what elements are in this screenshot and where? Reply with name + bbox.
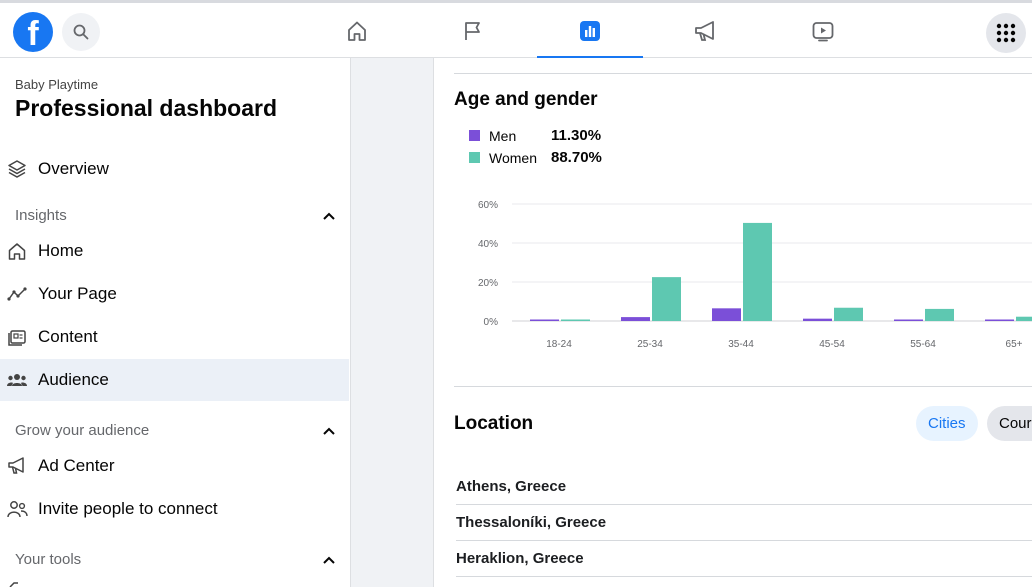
section-header-label: Your tools <box>15 551 82 568</box>
audience-card: Age and gender Men 11.30% Women 88.70% 6… <box>433 58 1032 587</box>
sidebar-item-label: Invite people to connect <box>38 499 218 518</box>
legend-women: Women 88.70% <box>469 149 602 166</box>
sidebar-item-your-page[interactable]: Your Page <box>0 273 349 315</box>
x-tick-label: 55-64 <box>910 339 936 350</box>
bar-women-35-44[interactable] <box>743 222 772 321</box>
chevron-up-icon <box>323 212 335 220</box>
age-gender-title: Age and gender <box>454 89 598 110</box>
nav-tab-ads[interactable] <box>653 3 759 58</box>
x-tick-label: 25-34 <box>637 339 663 350</box>
flag-icon <box>465 21 480 40</box>
top-divider <box>454 73 1032 74</box>
section-header-label: Grow your audience <box>15 422 150 439</box>
grow-section-header[interactable]: Grow your audience <box>15 422 335 439</box>
section-header-label: Insights <box>15 207 67 224</box>
bar-men-35-44[interactable] <box>712 308 741 321</box>
nav-tab-dashboard[interactable] <box>537 3 643 59</box>
legend-men-value: 11.30% <box>551 127 602 144</box>
countries-tab[interactable]: Cour <box>987 406 1032 441</box>
legend-men-label: Men <box>489 127 517 144</box>
legend-men: Men 11.30% <box>469 127 601 144</box>
sidebar-item-label: Ad Center <box>38 456 115 475</box>
sidebar: Baby Playtime Professional dashboard Ove… <box>0 58 351 587</box>
x-tick-label: 65+ <box>1006 339 1023 350</box>
sidebar-item-label: Overview <box>38 159 109 178</box>
search-icon <box>73 24 89 40</box>
sidebar-item-invite[interactable]: Invite people to connect <box>0 488 349 530</box>
legend-women-label: Women <box>489 149 537 166</box>
chevron-up-icon <box>323 556 335 564</box>
nav-tab-pages[interactable] <box>420 3 526 58</box>
partial-tool-icon <box>9 582 18 587</box>
tools-section-header[interactable]: Your tools <box>15 551 335 568</box>
x-tick-label: 35-44 <box>728 339 754 350</box>
bar-men-45-54[interactable] <box>803 318 832 321</box>
content-icon <box>6 326 28 348</box>
women-swatch <box>469 152 480 163</box>
bar-men-25-34[interactable] <box>621 317 650 321</box>
people-icon <box>6 369 28 391</box>
bar-women-65+[interactable] <box>1016 316 1032 321</box>
location-row: Athens, Greece <box>456 469 1032 505</box>
home-icon <box>6 240 28 262</box>
men-swatch <box>469 130 480 141</box>
location-row: Heraklion, Greece <box>456 541 1032 577</box>
sidebar-item-ad-center[interactable]: Ad Center <box>0 445 349 487</box>
sidebar-item-label: Your Page <box>38 284 117 303</box>
sidebar-item-label: Home <box>38 241 84 260</box>
bar-men-65+[interactable] <box>985 319 1014 322</box>
sidebar-item-label: Audience <box>38 370 109 389</box>
sidebar-item-label: Content <box>38 327 98 346</box>
x-tick-label: 45-54 <box>819 339 845 350</box>
sidebar-item-audience[interactable]: Audience <box>0 359 349 401</box>
bar-men-55-64[interactable] <box>894 319 923 322</box>
bar-women-18-24[interactable] <box>561 319 590 322</box>
video-icon <box>812 21 834 41</box>
insights-section-header[interactable]: Insights <box>15 207 335 224</box>
sidebar-item-content[interactable]: Content <box>0 316 349 358</box>
section-divider <box>454 386 1032 387</box>
top-navigation-bar: f <box>0 0 1032 59</box>
megaphone-icon <box>6 455 28 477</box>
age-gender-chart: 60% 40% 20% 0% 18-24 25-34 35-44 45-54 55-64 65+ <box>454 192 1032 362</box>
y-tick-label: 60% <box>478 200 498 211</box>
bar-women-45-54[interactable] <box>834 307 863 321</box>
page-title: Professional dashboard <box>15 95 278 121</box>
x-tick-label: 18-24 <box>546 339 572 350</box>
sidebar-item-overview[interactable]: Overview <box>0 148 349 190</box>
location-title: Location <box>454 413 534 434</box>
bar-women-25-34[interactable] <box>652 277 681 321</box>
y-tick-label: 0% <box>484 317 499 328</box>
megaphone-icon <box>695 20 714 41</box>
grid-menu-icon <box>996 23 1016 43</box>
bar-women-55-64[interactable] <box>925 308 954 321</box>
cities-tab[interactable]: Cities <box>916 406 978 441</box>
invite-people-icon <box>6 498 28 520</box>
legend-women-value: 88.70% <box>551 149 602 166</box>
facebook-logo[interactable]: f <box>13 12 53 52</box>
trend-line-icon <box>6 283 28 305</box>
sidebar-item-home[interactable]: Home <box>0 230 349 272</box>
content-gutter <box>351 58 433 587</box>
layers-icon <box>6 158 28 180</box>
dashboard-icon <box>580 20 600 41</box>
y-tick-label: 40% <box>478 239 498 250</box>
home-icon <box>348 21 366 41</box>
chevron-up-icon <box>323 427 335 435</box>
y-tick-label: 20% <box>478 278 498 289</box>
search-button[interactable] <box>62 13 100 51</box>
bar-men-18-24[interactable] <box>530 319 559 322</box>
location-row: Thessaloníki, Greece <box>456 505 1032 541</box>
menu-button[interactable] <box>986 13 1026 53</box>
nav-tab-home[interactable] <box>304 3 410 58</box>
page-name: Baby Playtime <box>15 77 99 92</box>
nav-tab-video[interactable] <box>770 3 876 58</box>
age-gender-chart-svg: 60% 40% 20% 0% 18-24 25-34 35-44 45-54 55-64 65+ <box>478 200 1032 350</box>
